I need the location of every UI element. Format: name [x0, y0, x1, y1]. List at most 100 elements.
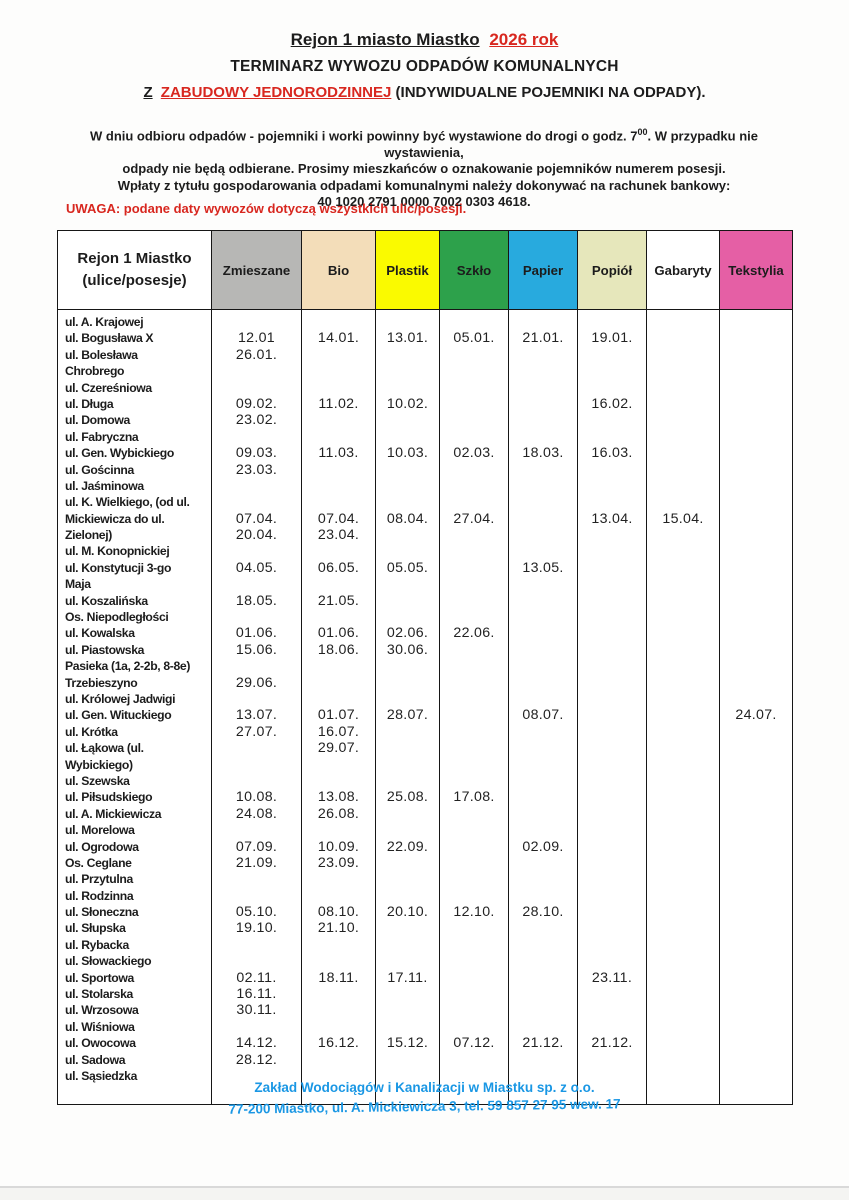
collection-date: 08.07. [522, 707, 564, 724]
collection-date [440, 543, 508, 559]
collection-date [720, 429, 792, 445]
street-name: ul. Kowalska [65, 626, 135, 641]
collection-date: 15.04. [662, 510, 704, 527]
collection-date: 10.02. [386, 395, 429, 412]
collection-date [509, 396, 577, 412]
collection-date [720, 920, 792, 936]
collection-date: 13.08. [317, 789, 360, 806]
collection-date [647, 904, 719, 920]
collection-date [376, 412, 439, 428]
collection-date [376, 888, 439, 904]
collection-date [212, 822, 301, 838]
collection-date [376, 1052, 439, 1068]
collection-date: 21.05. [317, 592, 360, 609]
collection-date: 30.06. [386, 641, 429, 658]
collection-date [509, 380, 577, 396]
collection-date [578, 888, 646, 904]
collection-date [440, 478, 508, 494]
collection-date [509, 806, 577, 822]
collection-date [509, 953, 577, 969]
collection-date [647, 757, 719, 773]
collection-date: 09.03. [235, 445, 278, 462]
collection-date [376, 1002, 439, 1018]
column-header-gabaryty: Gabaryty [646, 231, 719, 309]
street-name: ul. Konstytucji 3-go [65, 560, 172, 575]
collection-date: 23.11. [591, 969, 633, 986]
collection-date [376, 953, 439, 969]
collection-date: 23.02. [235, 412, 278, 429]
collection-date [720, 904, 792, 920]
collection-date [376, 740, 439, 756]
collection-date [578, 691, 646, 707]
street-name: ul. Morelowa [65, 823, 135, 838]
street-name: ul. Słoneczna [65, 905, 139, 920]
collection-date: 27.07. [235, 723, 278, 740]
dates-column-zmieszane: 12.01 26.01. 09.02. 23.02. 09.03. 23.03. 07.04… [211, 310, 301, 1104]
collection-date: 01.06. [317, 625, 360, 642]
collection-date [578, 625, 646, 641]
collection-date: 02.03. [453, 445, 495, 462]
collection-date [578, 904, 646, 920]
collection-date: 15.06. [235, 641, 278, 658]
column-header-bio: Bio [301, 231, 375, 309]
collection-date [720, 576, 792, 592]
collection-date [376, 773, 439, 789]
collection-date [720, 691, 792, 707]
collection-date: 24.08. [235, 805, 278, 822]
collection-date [578, 740, 646, 756]
collection-date: 08.10. [317, 904, 360, 921]
collection-date [440, 527, 508, 543]
collection-date [720, 1019, 792, 1035]
street-name: ul. Stolarska [65, 987, 133, 1002]
collection-date [302, 658, 375, 674]
street-name: ul. Wrzosowa [65, 1003, 139, 1018]
collection-date: 13.07. [235, 707, 278, 724]
collection-date [647, 314, 719, 330]
collection-date [647, 675, 719, 691]
collection-date [212, 740, 301, 756]
collection-date [647, 429, 719, 445]
collection-date [578, 462, 646, 478]
collection-date [578, 543, 646, 559]
collection-date [720, 806, 792, 822]
collection-date: 20.10. [386, 904, 429, 921]
collection-date [578, 839, 646, 855]
dates-column-popiol: 19.01. 16.02. 16.03. 13.04. 23.11. 21.12. [577, 310, 646, 1104]
street-name: Chrobrego [65, 364, 125, 379]
street-name: ul. Fabryczna [65, 429, 139, 444]
collection-date [578, 412, 646, 428]
collection-date [509, 920, 577, 936]
collection-date: 26.08. [317, 805, 360, 822]
collection-date [647, 855, 719, 871]
collection-date [578, 560, 646, 576]
collection-date [647, 625, 719, 641]
collection-date: 06.05. [317, 559, 360, 576]
street-name: ul. Sportowa [65, 970, 134, 985]
collection-date [647, 970, 719, 986]
collection-date [376, 314, 439, 330]
collection-date [647, 953, 719, 969]
collection-date [720, 609, 792, 625]
page-title: Rejon 1 miasto Miastko 2026 rok [0, 30, 849, 50]
collection-date [440, 593, 508, 609]
collection-date [578, 1002, 646, 1018]
collection-date [647, 494, 719, 510]
collection-date [647, 806, 719, 822]
collection-date [647, 871, 719, 887]
collection-date [509, 937, 577, 953]
collection-date [509, 412, 577, 428]
collection-date: 11.02. [318, 395, 359, 412]
collection-date [509, 478, 577, 494]
collection-date [509, 871, 577, 887]
collection-date [647, 412, 719, 428]
collection-date: 10.08. [235, 789, 278, 806]
collection-date: 28.10. [522, 904, 564, 921]
collection-date: 20.04. [235, 527, 278, 544]
collection-date [647, 330, 719, 346]
collection-date: 24.07. [735, 707, 777, 724]
collection-date: 16.11. [236, 986, 277, 1003]
collection-date [302, 888, 375, 904]
collection-date: 16.12. [317, 1035, 360, 1052]
collection-date [578, 527, 646, 543]
schedule-table: Rejon 1 Miastko (ulice/posesje) Zmieszan… [57, 230, 793, 1105]
